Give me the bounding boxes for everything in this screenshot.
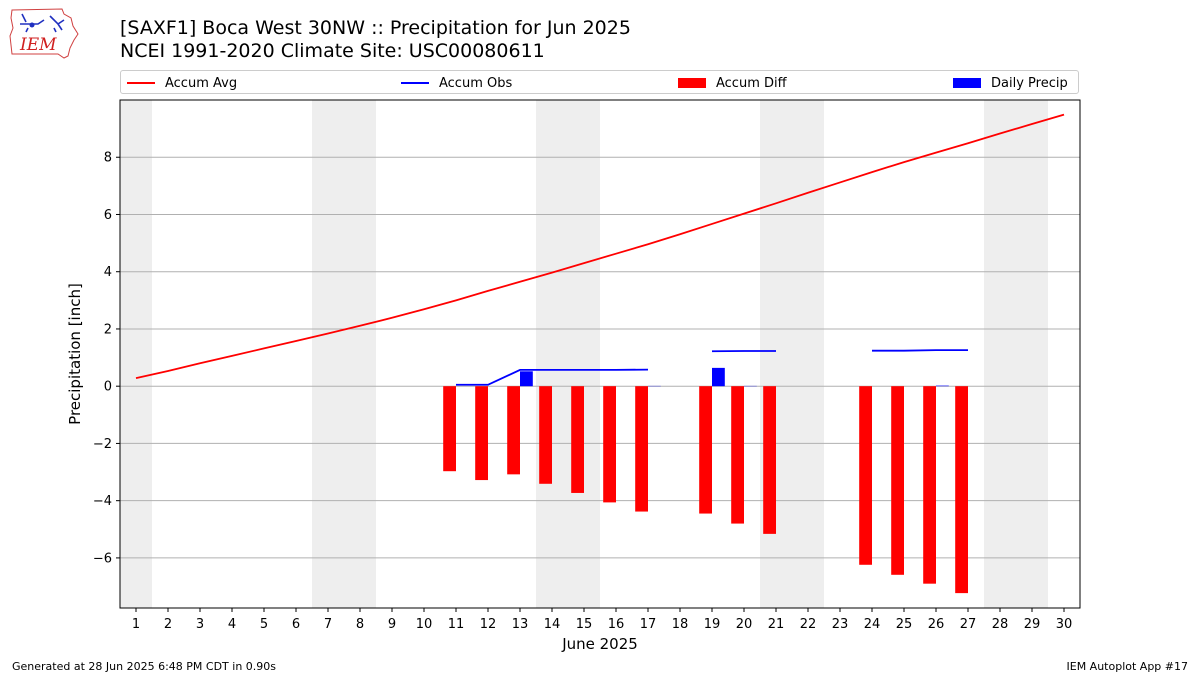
x-tick-label: 27 bbox=[960, 617, 977, 632]
accum-diff-bar bbox=[763, 386, 776, 534]
y-tick-label: 6 bbox=[104, 208, 112, 223]
accum-diff-bar bbox=[475, 386, 488, 481]
legend-item-accum-avg: Accum Avg bbox=[127, 74, 237, 92]
x-tick-label: 29 bbox=[1024, 617, 1041, 632]
x-tick-label: 13 bbox=[512, 617, 529, 632]
accum-diff-bar bbox=[699, 386, 712, 514]
weekend-band bbox=[120, 100, 152, 608]
x-tick-label: 25 bbox=[896, 617, 913, 632]
generated-timestamp: Generated at 28 Jun 2025 6:48 PM CDT in … bbox=[12, 660, 277, 673]
legend-label: Daily Precip bbox=[991, 75, 1068, 91]
chart-subtitle: NCEI 1991-2020 Climate Site: USC00080611 bbox=[120, 40, 545, 62]
accum-diff-bar bbox=[507, 386, 520, 475]
app-credit: IEM Autoplot App #17 bbox=[1066, 660, 1189, 673]
legend-swatch bbox=[678, 78, 706, 88]
accum-diff-bar bbox=[443, 386, 456, 472]
x-tick-label: 17 bbox=[640, 617, 657, 632]
x-tick-label: 8 bbox=[356, 617, 364, 632]
legend-item-accum-obs: Accum Obs bbox=[401, 74, 512, 92]
x-tick-label: 6 bbox=[292, 617, 300, 632]
x-tick-label: 30 bbox=[1056, 617, 1073, 632]
y-tick-label: −4 bbox=[93, 494, 112, 509]
y-tick-label: 8 bbox=[104, 151, 112, 166]
accum-diff-bar bbox=[539, 386, 552, 484]
x-tick-label: 14 bbox=[544, 617, 561, 632]
chart-legend: Accum Avg Accum Obs Accum Diff Daily Precip bbox=[120, 70, 1079, 94]
accum-diff-bar bbox=[635, 386, 648, 512]
x-tick-label: 4 bbox=[228, 617, 236, 632]
accum-diff-bar bbox=[731, 386, 744, 524]
x-tick-label: 7 bbox=[324, 617, 332, 632]
chart-title: [SAXF1] Boca West 30NW :: Precipitation … bbox=[120, 17, 631, 39]
accum-diff-bar bbox=[955, 386, 968, 594]
iem-logo: IEM bbox=[9, 8, 79, 59]
legend-item-daily-precip: Daily Precip bbox=[953, 74, 1068, 92]
x-tick-label: 5 bbox=[260, 617, 268, 632]
iowa-outline-icon bbox=[9, 8, 79, 59]
y-tick-label: 4 bbox=[104, 265, 112, 280]
x-tick-label: 10 bbox=[416, 617, 433, 632]
x-tick-label: 20 bbox=[736, 617, 753, 632]
legend-label: Accum Avg bbox=[165, 75, 238, 91]
accum-diff-bar bbox=[603, 386, 616, 503]
daily-precip-bar bbox=[936, 385, 949, 387]
logo-text: IEM bbox=[19, 35, 57, 55]
y-tick-label: −2 bbox=[93, 437, 112, 452]
legend-swatch bbox=[127, 82, 155, 84]
x-tick-label: 23 bbox=[832, 617, 849, 632]
legend-swatch bbox=[401, 82, 429, 84]
y-axis-label: Precipitation [inch] bbox=[66, 283, 84, 425]
accum-avg-line bbox=[135, 113, 1065, 380]
accum-diff-bar bbox=[571, 386, 584, 493]
x-tick-label: 3 bbox=[196, 617, 204, 632]
x-axis-label: June 2025 bbox=[561, 635, 638, 653]
x-tick-label: 15 bbox=[576, 617, 593, 632]
y-tick-label: 2 bbox=[104, 322, 112, 337]
x-tick-label: 22 bbox=[800, 617, 817, 632]
daily-precip-bar bbox=[712, 367, 725, 387]
weekend-band bbox=[536, 100, 600, 608]
x-tick-label: 19 bbox=[704, 617, 721, 632]
x-tick-label: 1 bbox=[132, 617, 140, 632]
weekend-band bbox=[984, 100, 1048, 608]
x-tick-label: 12 bbox=[480, 617, 497, 632]
daily-precip-bar bbox=[520, 371, 533, 387]
accum-diff-bar bbox=[859, 386, 872, 565]
legend-swatch bbox=[953, 78, 981, 88]
x-tick-label: 9 bbox=[388, 617, 396, 632]
x-tick-label: 2 bbox=[164, 617, 172, 632]
plot-frame bbox=[119, 99, 1081, 609]
weekend-band bbox=[312, 100, 376, 608]
x-tick-label: 16 bbox=[608, 617, 625, 632]
x-tick-label: 28 bbox=[992, 617, 1009, 632]
accum-obs-line bbox=[456, 368, 649, 386]
x-tick-label: 18 bbox=[672, 617, 689, 632]
x-tick-label: 21 bbox=[768, 617, 785, 632]
legend-label: Accum Diff bbox=[716, 75, 787, 91]
x-tick-label: 24 bbox=[864, 617, 881, 632]
weather-icon bbox=[20, 13, 65, 33]
accum-diff-bar bbox=[891, 386, 904, 575]
accum-diff-bar bbox=[923, 386, 936, 584]
y-tick-label: −6 bbox=[93, 551, 112, 566]
y-tick-label: 0 bbox=[104, 380, 112, 395]
legend-item-accum-diff: Accum Diff bbox=[678, 74, 787, 92]
x-tick-label: 11 bbox=[448, 617, 465, 632]
x-tick-label: 26 bbox=[928, 617, 945, 632]
accum-obs-line bbox=[872, 349, 968, 352]
legend-label: Accum Obs bbox=[439, 75, 513, 91]
